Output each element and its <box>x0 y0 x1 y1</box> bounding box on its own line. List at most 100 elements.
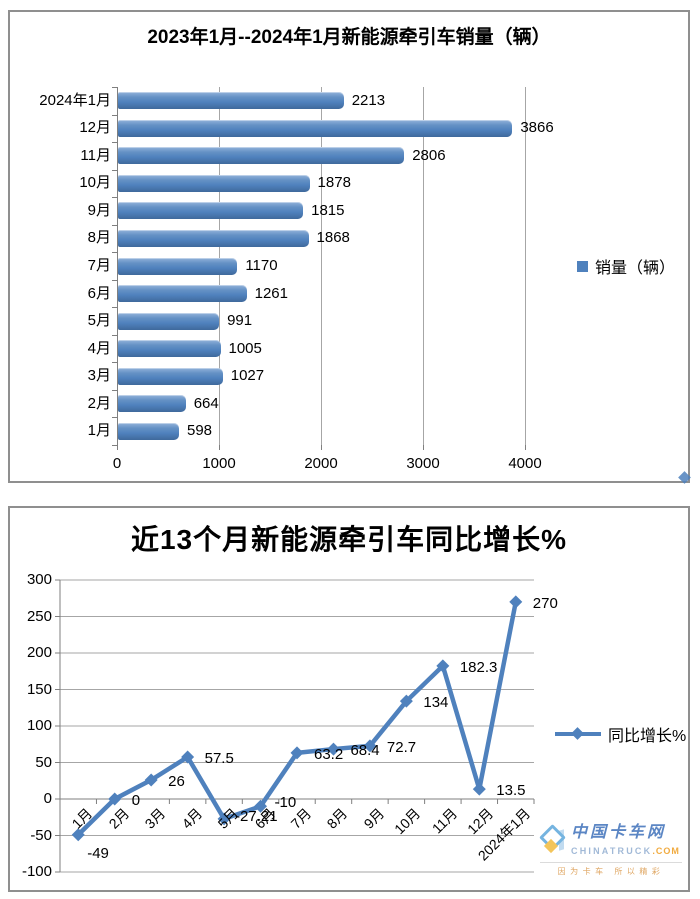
gridline <box>321 87 322 445</box>
line-legend-label: 同比增长% <box>608 728 687 745</box>
category-label: 10月 <box>79 174 111 192</box>
data-point-label: 63.2 <box>314 745 344 763</box>
data-point-label: 13.5 <box>496 782 526 800</box>
category-label: 7月 <box>87 257 111 274</box>
data-point-marker <box>509 595 523 609</box>
data-point-label: 68.4 <box>350 742 380 760</box>
category-axis-line <box>117 87 118 446</box>
axis-tick <box>112 87 117 88</box>
axis-tick <box>112 334 117 336</box>
chinatruck-cube-logo-icon <box>539 824 566 856</box>
watermark-name-cn: 中国卡车网 <box>571 822 667 841</box>
x-tick-label: 0 <box>112 455 122 472</box>
axis-tick <box>112 197 117 199</box>
watermark-text-block: 中国卡车网 CHINATRUCK.COM <box>571 824 680 858</box>
gridline <box>525 87 526 445</box>
bar <box>118 285 247 303</box>
axis-tick <box>112 252 117 254</box>
data-point-marker <box>399 694 413 708</box>
y-tick-label: 150 <box>26 680 52 698</box>
watermark-suffix: .COM <box>652 846 680 856</box>
y-tick-label: 250 <box>26 607 52 625</box>
y-tick-label: -100 <box>21 863 52 880</box>
data-point-marker <box>217 812 231 826</box>
axis-tick <box>219 445 220 450</box>
bar-value-label: 1868 <box>316 229 350 247</box>
axis-tick <box>112 362 117 364</box>
bar-legend-label: 销量（辆） <box>595 260 676 277</box>
axis-tick <box>112 417 117 419</box>
y-tick-label: 200 <box>26 644 52 661</box>
bar <box>118 229 309 247</box>
data-point-marker <box>290 746 304 760</box>
bar-value-label: 1878 <box>317 174 351 192</box>
bar-chart-plot: 0 1000 2000 3000 4000 2024年1月 2213 12月 3866 11月 28… <box>10 12 688 481</box>
data-point-label: 182.3 <box>459 658 498 676</box>
bar <box>118 92 344 110</box>
data-point-marker <box>108 792 122 806</box>
bar <box>118 174 310 192</box>
data-point-label: -27.21 <box>235 807 278 825</box>
line-chart-plot: 300 250 200 150 100 50 0 -50 -100 1月 2月 3月 4月 5月 6月 7月 8… <box>10 508 688 890</box>
category-label: 9月 <box>87 201 111 219</box>
category-label: 2月 <box>87 394 111 412</box>
line-chart-svg <box>55 579 535 873</box>
data-point-label: 72.7 <box>386 738 417 756</box>
category-label: 5月 <box>87 312 111 330</box>
category-label: 1月 <box>87 422 111 440</box>
bar <box>118 395 186 413</box>
bar <box>118 340 221 358</box>
axis-tick <box>321 445 322 450</box>
category-label: 6月 <box>87 284 111 302</box>
watermark-name-en: CHINATRUCK <box>571 846 653 856</box>
bar-value-label: 991 <box>227 312 253 330</box>
bar <box>118 367 223 385</box>
y-tick-label: -50 <box>30 826 52 844</box>
axis-tick <box>112 169 117 171</box>
data-point-marker <box>181 750 195 764</box>
category-label: 4月 <box>87 339 111 357</box>
axis-tick <box>112 389 117 391</box>
data-point-marker <box>71 828 85 842</box>
y-tick-label: 100 <box>26 717 52 734</box>
data-point-marker <box>144 773 158 787</box>
axis-tick <box>112 445 117 446</box>
x-tick-label: 3000 <box>406 455 440 472</box>
axis-tick <box>423 445 424 450</box>
line-chart-title: 近13个月新能源牵引车同比增长% <box>130 524 568 555</box>
category-label: 12月 <box>79 119 111 137</box>
legend-square-swatch <box>577 260 588 272</box>
axis-tick <box>112 224 117 226</box>
data-point-label: 26 <box>168 773 185 791</box>
bar-value-label: 598 <box>186 422 213 440</box>
chinatruck-watermark: 中国卡车网 CHINATRUCK.COM 因为卡车 所以精彩 <box>539 824 682 877</box>
bar <box>118 202 304 220</box>
bar <box>118 422 179 440</box>
bar-value-label: 1005 <box>228 339 262 357</box>
sales-bar-chart-panel: 2023年1月--2024年1月新能源牵引车销量（辆） 0 1000 2000 300… <box>8 10 691 484</box>
y-tick-label: 50 <box>35 753 52 771</box>
bar-value-label: 3866 <box>520 119 554 137</box>
category-label: 11月 <box>80 146 111 164</box>
bar <box>118 312 220 330</box>
growth-line-chart-panel: 近13个月新能源牵引车同比增长% 300 250 200 150 100 50 0 -50 -1… <box>8 506 690 892</box>
y-tick-label: 300 <box>26 571 52 588</box>
watermark-name-en-row: CHINATRUCK.COM <box>571 842 680 858</box>
bar-value-label: 1815 <box>311 201 345 219</box>
bar-chart-title: 2023年1月--2024年1月新能源牵引车销量（辆） <box>147 27 551 48</box>
category-label: 8月 <box>87 229 111 247</box>
watermark-slogan: 因为卡车 所以精彩 <box>540 862 682 877</box>
line-chart-legend: 同比增长% <box>555 722 686 746</box>
bar-value-label: 1261 <box>254 284 288 302</box>
data-point-label: -10 <box>274 794 297 812</box>
axis-tick <box>112 279 117 281</box>
data-point-label: 0 <box>131 792 141 809</box>
data-point-marker <box>363 739 377 753</box>
data-point-label: 134 <box>423 694 449 712</box>
data-point-marker <box>472 782 486 796</box>
bar <box>118 119 513 137</box>
x-tick-label: 1000 <box>202 455 236 472</box>
bar-value-label: 1027 <box>230 367 265 385</box>
data-point-label: 270 <box>532 594 558 612</box>
